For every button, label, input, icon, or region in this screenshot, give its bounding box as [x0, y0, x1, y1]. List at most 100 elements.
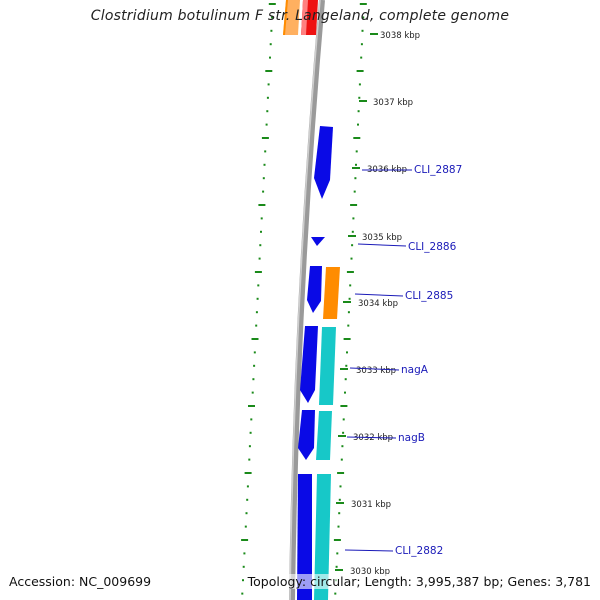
ruler-dot	[269, 43, 272, 46]
ruler-dot	[248, 458, 251, 461]
gene-label-cli-2882[interactable]: CLI_2882	[395, 545, 443, 557]
ruler-major-dot	[268, 3, 276, 5]
gene-label-cli-2885[interactable]: CLI_2885	[405, 290, 453, 302]
leader-line	[357, 243, 407, 247]
ruler-dot	[250, 418, 253, 421]
backbone-arc	[289, 0, 325, 600]
ruler-major-dot	[340, 405, 348, 407]
gene-block-cli-2885-orange	[323, 267, 340, 319]
ruler-dot	[259, 244, 262, 247]
ruler-dot	[350, 257, 353, 260]
inner-ruler-right	[333, 3, 367, 595]
gene-label-cli-2887[interactable]: CLI_2887	[414, 164, 462, 176]
gene-label-naga[interactable]: nagA	[401, 364, 429, 376]
tick-label: 3033 kbp	[356, 366, 396, 376]
ruler-dot	[271, 16, 274, 19]
ruler-dot	[361, 29, 364, 32]
ruler-dot	[251, 391, 254, 394]
ruler-dot	[338, 498, 341, 501]
gene-block-naga-cyan	[319, 327, 336, 405]
ruler-major-dot	[258, 204, 266, 206]
ruler-dot	[355, 163, 357, 166]
ruler-dot	[353, 190, 356, 193]
map-title: Clostridium botulinum F str. Langeland, …	[90, 8, 510, 24]
ruler-dot	[349, 284, 352, 287]
ruler-dot	[362, 16, 365, 19]
gene-block-cli-2885	[307, 266, 322, 313]
ruler-dot	[360, 43, 363, 46]
ruler-dot	[270, 29, 273, 32]
ruler-major-dot	[254, 271, 262, 273]
ruler-dot	[242, 565, 245, 568]
ruler-dot	[360, 56, 363, 59]
ruler-dot	[266, 110, 269, 113]
ruler-dot	[267, 83, 270, 86]
gene-label-cli-2886[interactable]: CLI_2886	[408, 241, 457, 253]
ruler-dot	[340, 458, 343, 461]
ruler-dot	[357, 110, 360, 113]
ruler-dot	[335, 565, 338, 568]
ruler-dot	[347, 324, 350, 327]
ruler-dot	[258, 257, 261, 260]
ruler-dot	[264, 150, 267, 153]
ruler-dot	[265, 123, 268, 126]
ruler-dot	[256, 297, 259, 300]
ruler-dot	[355, 150, 358, 153]
ruler-dot	[342, 418, 345, 421]
accession-text: Accession: NC_009699	[9, 574, 152, 589]
ruler-dot	[242, 579, 244, 582]
ruler-dot	[358, 96, 361, 99]
gene-label-nagb[interactable]: nagB	[398, 432, 425, 444]
ruler-major-dot	[265, 70, 273, 72]
ruler-dot	[263, 163, 266, 166]
ruler-dot	[248, 445, 251, 448]
ruler-dot	[347, 311, 350, 314]
ruler-dot	[351, 244, 354, 247]
gene-labels: CLI_2887 CLI_2886 CLI_2885 nagA nagB CLI…	[344, 164, 462, 557]
ruler-dot	[257, 284, 260, 287]
ruler-dot	[338, 512, 341, 515]
ruler-dot	[344, 391, 346, 394]
ruler-major-dot	[244, 472, 252, 474]
outer-ruler-left	[241, 3, 276, 595]
ruler-major-dot	[251, 338, 259, 340]
tick-label: 3030 kbp	[350, 567, 390, 577]
gene-block-cli-2882	[297, 474, 312, 600]
tick-label: 3034 kbp	[358, 299, 398, 309]
ruler-dot	[344, 378, 347, 381]
ruler-major-dot	[337, 472, 345, 474]
ruler-major-dot	[261, 137, 269, 139]
tick-label: 3031 kbp	[351, 500, 391, 510]
kbp-ticks: 3038 kbp 3037 kbp 3036 kbp 3035 kbp 3034…	[335, 31, 420, 577]
feature-top-orange-edge	[283, 0, 288, 35]
ruler-dot	[351, 230, 354, 233]
ruler-dot	[241, 592, 244, 595]
ruler-dot	[260, 217, 263, 220]
backbone-arc-highlight	[289, 0, 321, 600]
ruler-dot	[260, 230, 262, 233]
ruler-major-dot	[333, 539, 341, 541]
ruler-dot	[262, 177, 265, 180]
ruler-major-dot	[241, 539, 249, 541]
ruler-dot	[341, 445, 344, 448]
ruler-dot	[249, 431, 252, 434]
ruler-dot	[255, 324, 258, 327]
gene-block-cli-2887	[314, 126, 333, 199]
tick-label: 3037 kbp	[373, 98, 413, 108]
gene-block-cli-2886	[311, 237, 325, 246]
ruler-major-dot	[248, 405, 255, 407]
tick-label: 3038 kbp	[380, 31, 420, 41]
leader-line	[346, 436, 397, 439]
ruler-dot	[354, 177, 357, 180]
ruler-dot	[352, 217, 355, 220]
ruler-dot	[342, 431, 345, 434]
ruler-dot	[262, 190, 265, 193]
ruler-dot	[357, 123, 359, 126]
genome-summary-text: Topology: circular; Length: 3,995,387 bp…	[247, 574, 591, 589]
feature-top-red-pale	[301, 0, 308, 35]
gene-block-cli-2882-cyan	[314, 474, 331, 600]
ruler-major-dot	[353, 137, 361, 139]
ruler-major-dot	[343, 338, 351, 340]
ruler-dot	[337, 525, 340, 528]
